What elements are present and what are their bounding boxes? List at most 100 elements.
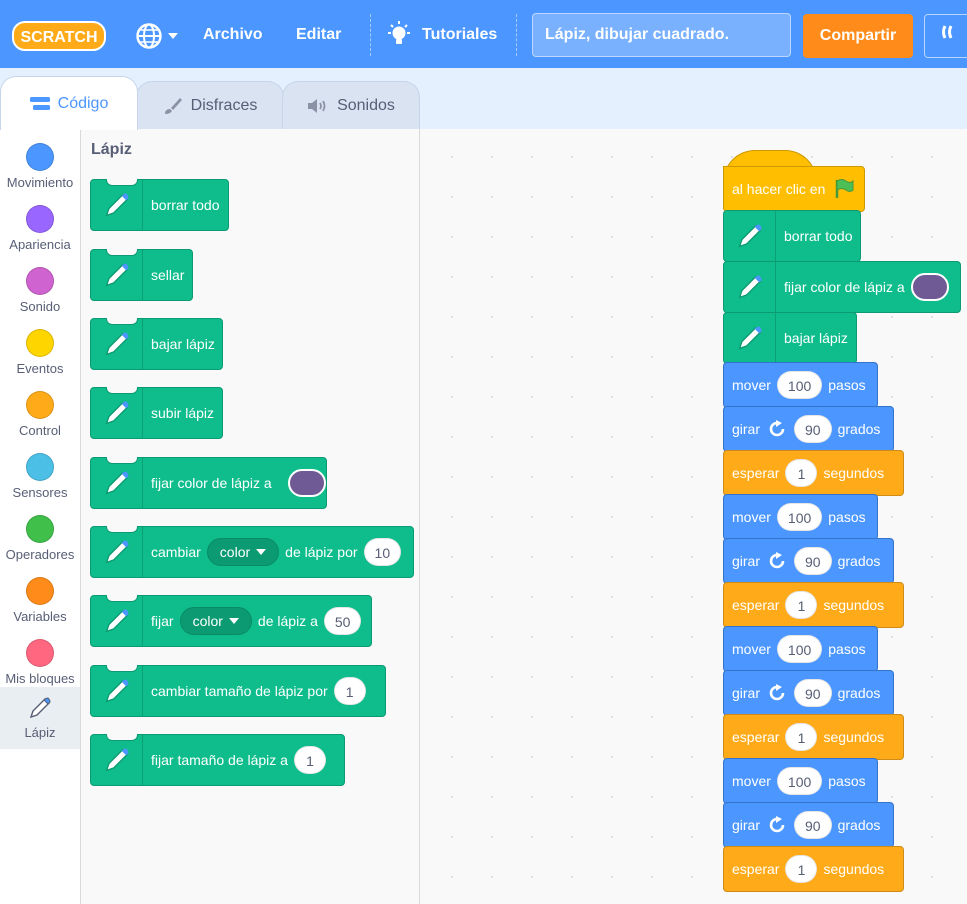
project-title-input[interactable]: Lápiz, dibujar cuadrado.: [532, 13, 791, 57]
block-change-pen-size[interactable]: cambiar tamaño de lápiz por 1: [90, 665, 386, 717]
script-wait-seconds[interactable]: esperar 1 segundos: [723, 582, 904, 628]
script-turn-right[interactable]: girar 90 grados: [723, 802, 894, 848]
pen-icon: [91, 666, 143, 716]
tab-code[interactable]: Código: [0, 76, 138, 130]
block-label: pasos: [828, 509, 866, 525]
script-move-steps[interactable]: mover 100 pasos: [723, 758, 878, 804]
number-input[interactable]: 1: [333, 677, 366, 705]
category-dot: [26, 143, 54, 171]
block-label: grados: [837, 553, 881, 569]
number-input[interactable]: 90: [794, 547, 832, 575]
pen-color-swatch[interactable]: [287, 469, 326, 497]
number-input[interactable]: 10: [363, 538, 402, 566]
rotate-right-icon: [769, 552, 785, 569]
script-move-steps[interactable]: mover 100 pasos: [723, 626, 878, 672]
pen-icon: [91, 458, 143, 508]
category-motion[interactable]: Movimiento: [0, 135, 80, 197]
block-pen-up[interactable]: subir lápiz: [90, 387, 223, 439]
block-label: mover: [732, 509, 771, 525]
block-pen-clear[interactable]: borrar todo: [90, 179, 229, 231]
category-pen[interactable]: Lápiz: [0, 687, 80, 749]
script-turn-right[interactable]: girar 90 grados: [723, 670, 894, 716]
block-label: segundos: [823, 597, 885, 613]
pen-icon: [91, 180, 143, 230]
number-input[interactable]: 1: [785, 723, 818, 751]
block-set-pen-param[interactable]: fijar color de lápiz a 50: [90, 595, 372, 647]
category-operators[interactable]: Operadores: [0, 507, 80, 569]
block-label: mover: [732, 773, 771, 789]
code-icon: [29, 96, 50, 110]
pen-icon: [91, 319, 143, 369]
number-input[interactable]: 1: [785, 855, 818, 883]
category-looks[interactable]: Apariencia: [0, 197, 80, 259]
dropdown-value: color: [219, 544, 251, 560]
menu-divider: [516, 14, 517, 56]
category-sensing[interactable]: Sensores: [0, 445, 80, 507]
category-events[interactable]: Eventos: [0, 321, 80, 383]
block-change-pen-param[interactable]: cambiar color de lápiz por 10: [90, 526, 414, 578]
block-label: pasos: [828, 377, 866, 393]
number-input[interactable]: 1: [293, 746, 326, 774]
tab-sounds[interactable]: Sonidos: [282, 81, 420, 129]
file-menu[interactable]: Archivo: [203, 26, 263, 43]
script-wait-seconds[interactable]: esperar 1 segundos: [723, 714, 904, 760]
pen-param-dropdown[interactable]: color: [206, 538, 280, 566]
script-workspace[interactable]: [420, 129, 967, 904]
block-pen-stamp[interactable]: sellar: [90, 249, 193, 301]
tab-costumes[interactable]: Disfraces: [136, 81, 284, 129]
lightbulb-icon: [388, 21, 410, 44]
language-menu[interactable]: [135, 22, 181, 50]
number-input[interactable]: 100: [776, 503, 823, 531]
script-move-steps[interactable]: mover 100 pasos: [723, 494, 878, 540]
script-wait-seconds[interactable]: esperar 1 segundos: [723, 450, 904, 496]
see-project-page-button[interactable]: [924, 14, 967, 58]
script-turn-right[interactable]: girar 90 grados: [723, 538, 894, 584]
pen-icon: [724, 313, 776, 363]
number-input[interactable]: 90: [794, 679, 832, 707]
scratch-logo[interactable]: SCRATCH: [12, 20, 106, 52]
script-move-steps[interactable]: mover 100 pasos: [723, 362, 878, 408]
script-wait-seconds[interactable]: esperar 1 segundos: [723, 846, 904, 892]
number-input[interactable]: 50: [323, 607, 362, 635]
block-label: de lápiz a: [257, 613, 318, 629]
edit-menu[interactable]: Editar: [296, 26, 342, 43]
share-button[interactable]: Compartir: [803, 14, 913, 58]
script-when-flag-clicked[interactable]: al hacer clic en: [723, 166, 865, 212]
block-label: fijar color de lápiz a: [151, 475, 272, 491]
category-dot: [26, 577, 54, 605]
category-control[interactable]: Control: [0, 383, 80, 445]
number-input[interactable]: 1: [785, 459, 818, 487]
pen-color-swatch[interactable]: [910, 273, 949, 301]
pen-param-dropdown[interactable]: color: [179, 607, 252, 635]
tutorials-button[interactable]: Tutoriales: [386, 20, 497, 50]
block-label: segundos: [823, 465, 885, 481]
number-input[interactable]: 90: [794, 415, 832, 443]
script-pen-clear[interactable]: borrar todo: [723, 210, 861, 262]
rotate-right-icon: [769, 816, 785, 833]
number-input[interactable]: 1: [785, 591, 818, 619]
block-label: bajar lápiz: [151, 336, 215, 352]
script-turn-right[interactable]: girar 90 grados: [723, 406, 894, 452]
caret-down-icon: [256, 549, 267, 555]
script-set-pen-color[interactable]: fijar color de lápiz a: [723, 261, 961, 313]
caret-down-icon: [168, 33, 178, 39]
block-label: subir lápiz: [151, 405, 215, 421]
script-pen-down[interactable]: bajar lápiz: [723, 312, 857, 364]
number-input[interactable]: 100: [776, 767, 823, 795]
category-my-blocks[interactable]: Mis bloques: [0, 631, 80, 693]
number-input[interactable]: 90: [794, 811, 832, 839]
category-sound[interactable]: Sonido: [0, 259, 80, 321]
speaker-icon: [308, 98, 326, 113]
block-set-pen-size[interactable]: fijar tamaño de lápiz a 1: [90, 734, 345, 786]
number-input[interactable]: 100: [776, 635, 823, 663]
block-label: segundos: [823, 861, 885, 877]
block-label: grados: [837, 685, 881, 701]
block-label: cambiar: [151, 544, 201, 560]
green-flag-icon: [836, 179, 854, 198]
block-pen-down[interactable]: bajar lápiz: [90, 318, 223, 370]
category-label: Mis bloques: [5, 671, 75, 686]
category-variables[interactable]: Variables: [0, 569, 80, 631]
block-set-pen-color[interactable]: fijar color de lápiz a: [90, 457, 327, 509]
number-input[interactable]: 100: [776, 371, 823, 399]
category-label: Movimiento: [6, 175, 74, 190]
